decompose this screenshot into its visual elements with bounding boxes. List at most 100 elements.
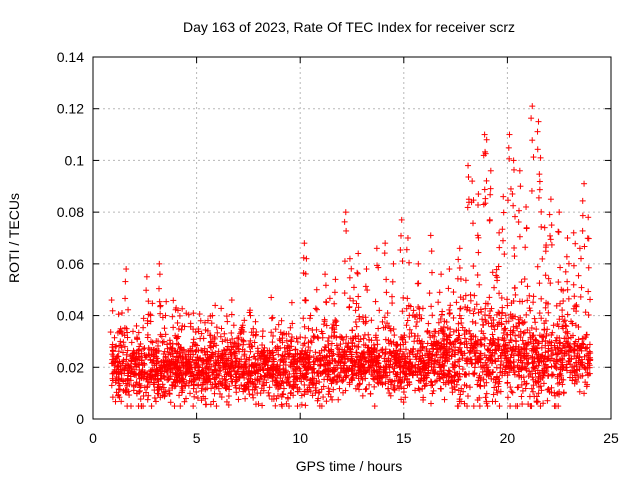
data-point [323, 398, 330, 405]
data-point [317, 362, 324, 369]
data-point [479, 316, 486, 323]
data-point [384, 385, 391, 392]
data-point [470, 263, 477, 270]
data-point [124, 347, 131, 354]
data-point [564, 286, 571, 293]
data-point [467, 297, 474, 304]
data-point [561, 317, 568, 324]
data-point [470, 220, 477, 227]
data-point [443, 319, 450, 326]
data-point [455, 377, 462, 384]
data-point [511, 213, 518, 220]
y-tick-label: 0.04 [57, 308, 84, 324]
data-point-outlier [247, 312, 254, 319]
data-point [255, 400, 262, 407]
data-point [535, 194, 542, 201]
data-point [368, 317, 375, 324]
data-point [490, 368, 497, 375]
data-point [218, 394, 225, 401]
data-point [476, 281, 483, 288]
data-point [108, 382, 115, 389]
data-point [425, 320, 432, 327]
data-point [557, 339, 564, 346]
data-point [399, 356, 406, 363]
data-point [399, 335, 406, 342]
data-point [164, 341, 171, 348]
data-point-outlier [313, 286, 320, 293]
data-point [550, 371, 557, 378]
data-point [563, 253, 570, 260]
data-point [530, 293, 537, 300]
data-point [482, 394, 489, 401]
data-point [354, 269, 361, 276]
data-point [124, 376, 131, 383]
data-point [379, 318, 386, 325]
data-point [383, 289, 390, 296]
data-point [528, 187, 535, 194]
data-point [487, 314, 494, 321]
data-point [572, 303, 579, 310]
data-point [242, 395, 249, 402]
data-point [456, 264, 463, 271]
data-point [534, 128, 541, 135]
data-point [425, 351, 432, 358]
data-point [572, 240, 579, 247]
data-point [529, 137, 536, 144]
data-point [548, 363, 555, 370]
data-point [175, 325, 182, 332]
data-point [240, 341, 247, 348]
data-point [320, 321, 327, 328]
data-point [458, 385, 465, 392]
data-point-outlier [556, 209, 563, 216]
data-point [391, 332, 398, 339]
data-point [496, 290, 503, 297]
data-point [365, 331, 372, 338]
data-point [277, 362, 284, 369]
data-point [426, 290, 433, 297]
y-tick-label: 0.02 [57, 359, 84, 375]
data-point [397, 247, 404, 254]
data-point [496, 244, 503, 251]
data-point [333, 342, 340, 349]
data-point [230, 322, 237, 329]
data-point [137, 340, 144, 347]
data-point [121, 343, 128, 350]
data-point [125, 306, 132, 313]
data-point [152, 398, 159, 405]
data-point-outlier [446, 266, 453, 273]
data-point [495, 355, 502, 362]
data-point [586, 341, 593, 348]
data-point [536, 178, 543, 185]
data-point [366, 381, 373, 388]
data-point [505, 144, 512, 151]
data-point [516, 233, 523, 240]
data-point [301, 297, 308, 304]
data-point [457, 391, 464, 398]
data-point [510, 166, 517, 173]
data-point [521, 276, 528, 283]
data-point [565, 295, 572, 302]
data-point [586, 348, 593, 355]
data-point-outlier [404, 235, 411, 241]
data-points [107, 103, 594, 410]
data-point [453, 299, 460, 306]
data-point [374, 337, 381, 344]
data-point [252, 318, 259, 325]
data-point [545, 386, 552, 393]
data-point [582, 309, 589, 316]
data-point [523, 380, 530, 387]
data-point [363, 318, 370, 325]
data-point-outlier [427, 232, 434, 239]
data-point [381, 250, 388, 257]
data-point [193, 388, 200, 395]
data-point [360, 335, 367, 342]
data-point [225, 393, 232, 400]
data-point [494, 323, 501, 330]
data-point [214, 329, 221, 336]
data-point [157, 303, 164, 310]
data-point [515, 384, 522, 391]
data-point [550, 322, 557, 329]
data-point [259, 402, 266, 409]
data-point [406, 349, 413, 356]
data-point-outlier [123, 266, 130, 273]
